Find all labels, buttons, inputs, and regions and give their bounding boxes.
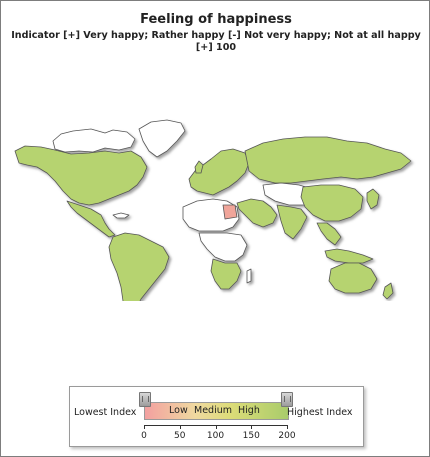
region-central-africa[interactable] <box>198 232 248 262</box>
legend-tick <box>287 425 288 429</box>
region-canada-north[interactable] <box>52 128 136 153</box>
legend-tick <box>215 425 217 429</box>
region-caribbean[interactable] <box>112 212 130 219</box>
map-legend: Lowest Index Low Medium High Highest Ind… <box>69 386 364 447</box>
legend-tick-label: 150 <box>242 431 260 441</box>
region-new-zealand[interactable] <box>382 282 394 300</box>
region-north-america[interactable] <box>14 145 148 206</box>
world-map[interactable] <box>1 111 430 301</box>
legend-gradient-bar: Low Medium High <box>144 402 289 420</box>
legend-tick-label: 50 <box>174 431 186 441</box>
legend-tick-label: 100 <box>206 431 225 441</box>
legend-tick <box>251 425 253 429</box>
region-japan[interactable] <box>366 188 380 210</box>
region-mexico[interactable] <box>66 200 116 238</box>
region-uk[interactable] <box>194 160 204 174</box>
region-middle-east[interactable] <box>236 198 278 228</box>
legend-min-slider-handle[interactable] <box>139 392 151 407</box>
map-title: Feeling of happiness <box>140 12 292 27</box>
region-madagascar[interactable] <box>246 268 252 284</box>
region-southeast-asia[interactable] <box>316 222 342 246</box>
region-southern-africa[interactable] <box>210 258 242 290</box>
legend-max-slider-handle[interactable] <box>281 392 293 407</box>
region-australia[interactable] <box>328 262 378 294</box>
legend-band-low: Low <box>169 405 188 416</box>
region-south-asia[interactable] <box>276 204 308 240</box>
region-greenland[interactable] <box>138 119 186 158</box>
region-indonesia[interactable] <box>324 248 374 264</box>
legend-band-high: High <box>238 405 260 416</box>
region-south-america[interactable] <box>108 232 170 301</box>
region-russia[interactable] <box>244 136 412 184</box>
map-subtitle: Indicator [+] Very happy; Rather happy [… <box>11 30 421 53</box>
legend-tick-label: 0 <box>141 431 147 441</box>
legend-tick <box>179 425 181 429</box>
legend-lowest-label: Lowest Index <box>74 407 137 418</box>
legend-tick-label: 200 <box>278 431 296 441</box>
legend-highest-label: Highest Index <box>287 407 353 418</box>
legend-band-medium: Medium <box>194 405 232 416</box>
legend-tick <box>144 425 145 429</box>
region-egypt[interactable] <box>222 204 238 220</box>
region-china[interactable] <box>300 184 364 222</box>
region-europe[interactable] <box>188 148 250 196</box>
